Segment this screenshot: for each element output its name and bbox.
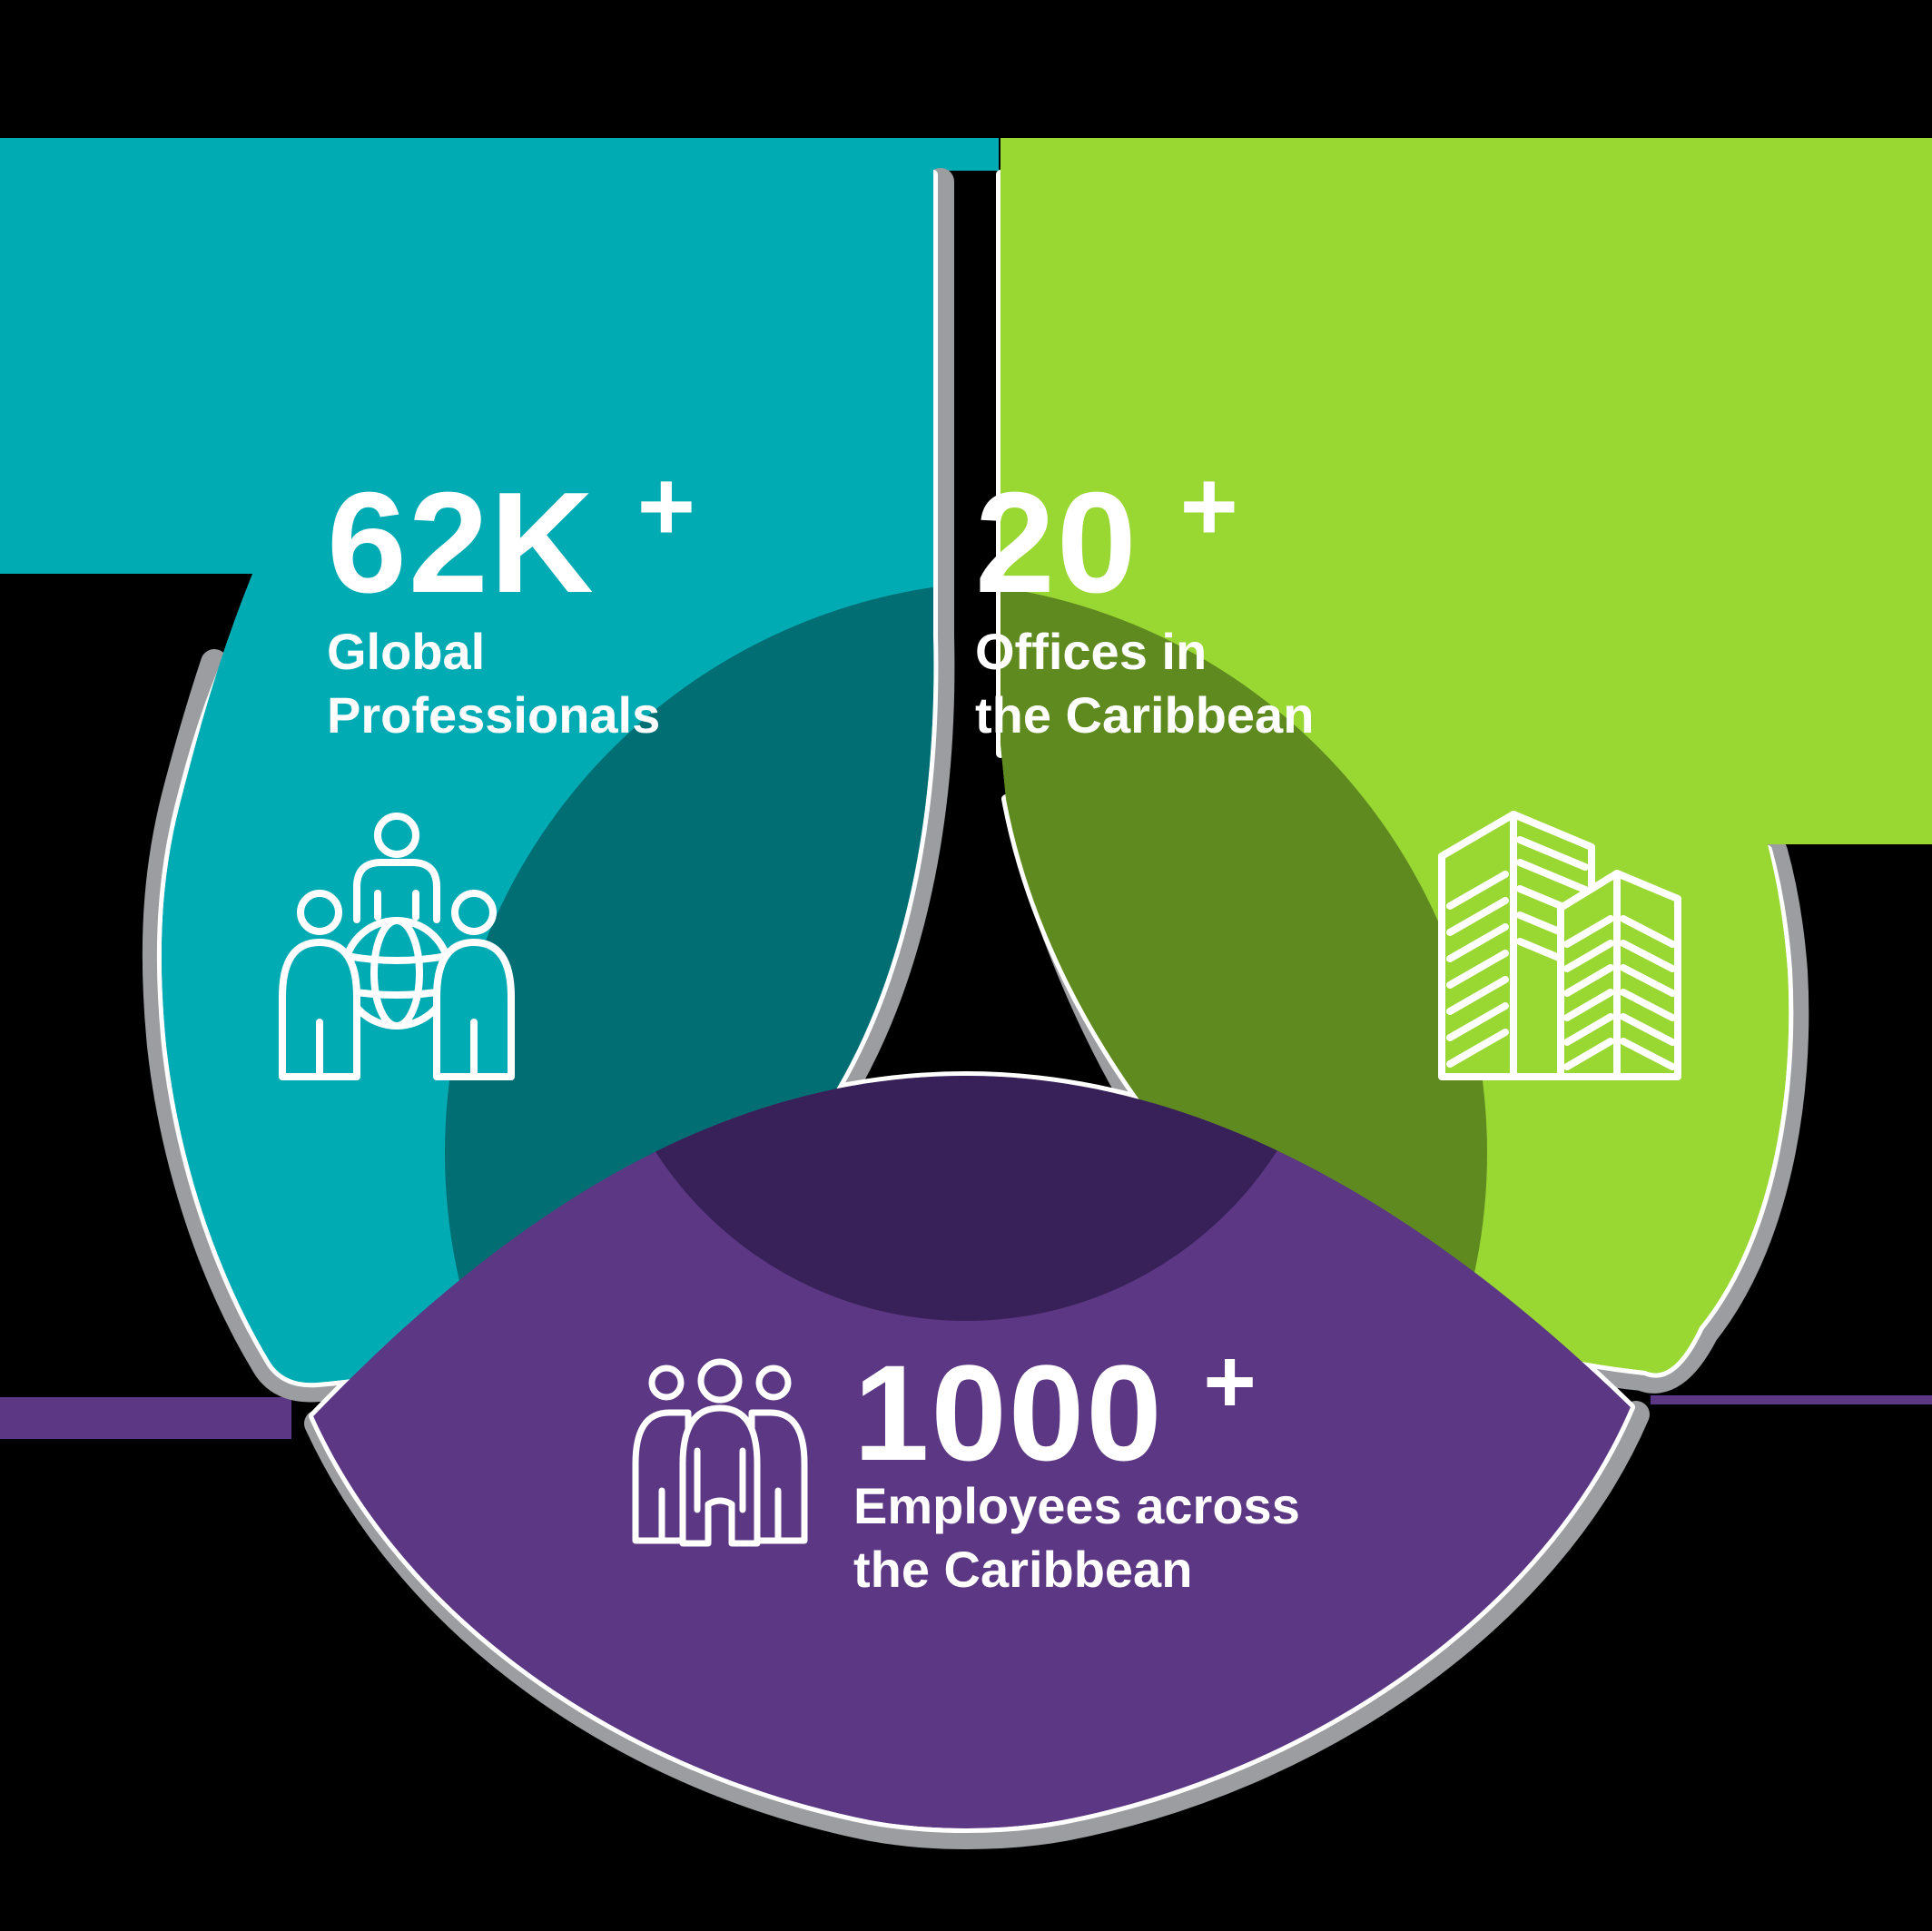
stat-number: 62K	[327, 463, 596, 623]
stat-label-line1: Global	[327, 623, 485, 680]
left-person	[279, 890, 360, 1080]
group-right-body	[748, 1409, 808, 1544]
right-tower-window-lines	[1563, 915, 1676, 1070]
people-group-icon	[632, 1358, 808, 1547]
group-left-head	[648, 1365, 685, 1401]
center-person-head	[374, 813, 419, 858]
green-overlap-shade	[1000, 581, 1487, 1374]
stat-plus: +	[1203, 1331, 1257, 1433]
stat-value: 20 +	[975, 450, 1240, 623]
right-person	[433, 890, 515, 1080]
left-person-head	[297, 890, 342, 935]
group-center-arm-lines	[694, 1447, 746, 1513]
stat-value: 1000 +	[853, 1331, 1258, 1489]
segment-caribbean-offices	[1000, 138, 1932, 1374]
segment-caribbean-employees	[313, 1076, 1631, 1828]
group-center-body	[679, 1404, 761, 1547]
stat-caribbean-offices-text: 20 + Offices in the Caribbean	[975, 450, 1314, 744]
stat-plus: +	[1180, 450, 1240, 562]
stat-global-professionals-text: 62K + Global Professionals	[327, 450, 697, 744]
stat-label-line2: Professionals	[327, 686, 660, 744]
left-tower-windows	[1446, 836, 1589, 1068]
people-globe-icon	[279, 813, 515, 1080]
stat-number: 1000	[853, 1336, 1164, 1489]
group-center-head	[697, 1358, 743, 1404]
purple-petal	[313, 1076, 1631, 1828]
group-right-head	[755, 1365, 792, 1401]
stat-label-line1: Employees across	[853, 1477, 1300, 1534]
purple-overlap-shade	[596, 1076, 1336, 1321]
segment-global-professionals	[0, 138, 934, 1384]
stat-label-line2: the Caribbean	[975, 686, 1314, 744]
globe-meridian	[370, 917, 423, 1030]
stat-plus: +	[637, 450, 697, 562]
center-person-torso	[353, 859, 440, 923]
stat-caribbean-employees-text: 1000 + Employees across the Caribbean	[853, 1331, 1300, 1598]
left-person-body	[279, 939, 360, 1080]
teal-overlap-shade	[445, 581, 934, 1384]
left-tower-window-lines	[1446, 836, 1589, 1068]
stat-label-line2: the Caribbean	[853, 1541, 1192, 1598]
group-left-body	[632, 1409, 692, 1544]
purple-bar-left	[0, 1397, 291, 1439]
stat-label-line1: Offices in	[975, 623, 1207, 680]
right-person-body	[433, 939, 515, 1080]
purple-line-right	[1651, 1395, 1932, 1404]
right-person-head	[451, 890, 497, 935]
stat-number: 20	[975, 463, 1138, 623]
office-buildings-icon	[1438, 811, 1681, 1080]
teal-gray-edge	[142, 168, 955, 1403]
stat-texts: 62K + Global Professionals 20 + Offices …	[327, 450, 1314, 1598]
center-person-lapels	[374, 890, 419, 921]
stat-value: 62K +	[327, 450, 697, 623]
right-tower-windows	[1563, 915, 1676, 1070]
